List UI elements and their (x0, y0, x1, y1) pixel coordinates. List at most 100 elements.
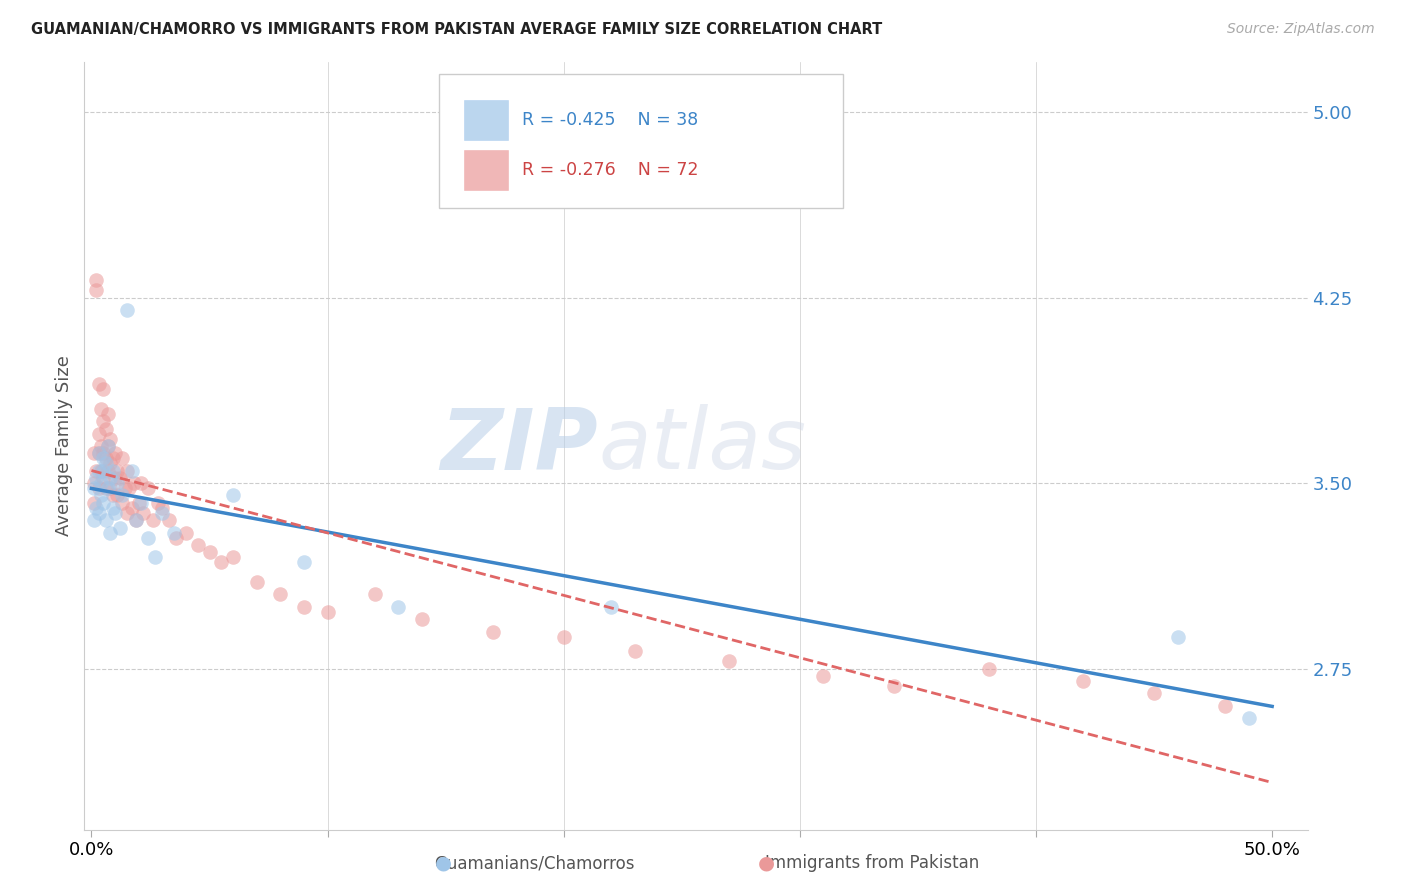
Point (166, 531, 188, 545)
Point (174, 525, 197, 540)
Point (813, 669, 835, 683)
FancyBboxPatch shape (464, 150, 508, 190)
Point (121, 500, 143, 515)
Point (118, 481, 141, 495)
Point (121, 464, 143, 478)
Point (718, 654, 741, 668)
Point (136, 531, 159, 545)
Point (115, 302, 138, 317)
Point (222, 488, 245, 502)
Point (101, 451, 124, 466)
Point (1237, 711, 1260, 725)
Point (114, 481, 136, 495)
Point (91, 496, 114, 510)
Point (136, 481, 159, 495)
Point (84, 464, 107, 478)
Text: R = -0.425    N = 38: R = -0.425 N = 38 (522, 111, 699, 129)
Text: Guamanians/Chamorros: Guamanians/Chamorros (434, 855, 634, 872)
Point (101, 464, 124, 478)
Point (84, 283, 107, 297)
Point (600, 599, 623, 614)
Point (150, 500, 173, 515)
Point (107, 488, 129, 502)
Point (101, 488, 124, 502)
Point (98, 456, 121, 470)
Point (883, 679, 905, 693)
Point (111, 496, 134, 510)
Text: GUAMANIAN/CHAMORRO VS IMMIGRANTS FROM PAKISTAN AVERAGE FAMILY SIZE CORRELATION C: GUAMANIAN/CHAMORRO VS IMMIGRANTS FROM PA… (31, 22, 882, 37)
Point (83, 476, 105, 491)
FancyBboxPatch shape (464, 100, 508, 140)
Text: ZIP: ZIP (440, 404, 598, 488)
Point (87, 481, 110, 495)
Point (84, 471, 107, 485)
Point (83, 481, 105, 495)
Point (125, 513, 148, 527)
Point (97, 407, 120, 421)
Point (128, 496, 150, 510)
Point (146, 496, 169, 510)
Point (198, 545, 221, 559)
Point (91, 414, 114, 428)
Point (977, 662, 1000, 676)
Point (111, 451, 134, 466)
Point (292, 555, 315, 569)
Point (97, 439, 120, 453)
Point (98, 481, 121, 495)
Point (129, 496, 152, 510)
Point (90, 488, 112, 502)
Text: Immigrants from Pakistan: Immigrants from Pakistan (765, 855, 979, 872)
Point (107, 476, 129, 491)
Point (1213, 698, 1236, 713)
Point (108, 471, 131, 485)
Point (90, 464, 112, 478)
Point (84, 273, 107, 287)
Point (84, 500, 107, 515)
Point (90, 476, 112, 491)
Point (91, 471, 114, 485)
Point (292, 599, 315, 614)
Point (187, 538, 209, 552)
Point (97, 481, 120, 495)
Point (269, 587, 291, 601)
Point (83, 513, 105, 527)
Point (129, 476, 152, 491)
Point (97, 464, 120, 478)
FancyBboxPatch shape (439, 74, 842, 208)
Point (98, 525, 121, 540)
Point (108, 521, 131, 535)
Text: atlas: atlas (598, 404, 806, 488)
Point (90, 439, 112, 453)
Point (1167, 630, 1189, 644)
Point (91, 451, 114, 466)
Point (101, 500, 124, 515)
Point (91, 382, 114, 396)
Point (94, 422, 117, 436)
Point (87, 446, 110, 460)
Point (623, 644, 645, 658)
Point (87, 377, 110, 392)
Point (150, 506, 173, 520)
Point (91, 464, 114, 478)
Point (94, 481, 117, 495)
Point (87, 464, 110, 478)
Point (94, 513, 117, 527)
Text: ●: ● (434, 854, 451, 872)
Point (132, 506, 155, 520)
Text: Source: ZipAtlas.com: Source: ZipAtlas.com (1227, 22, 1375, 37)
Point (97, 439, 120, 453)
Point (157, 513, 180, 527)
Point (1143, 686, 1166, 700)
Point (83, 446, 105, 460)
Point (94, 456, 117, 470)
Point (87, 446, 110, 460)
Point (91, 446, 114, 460)
Point (87, 506, 110, 520)
Point (142, 513, 165, 527)
Point (104, 506, 127, 520)
Point (163, 525, 186, 540)
Point (98, 432, 121, 446)
Point (222, 550, 245, 565)
Point (87, 426, 110, 441)
Point (98, 471, 121, 485)
